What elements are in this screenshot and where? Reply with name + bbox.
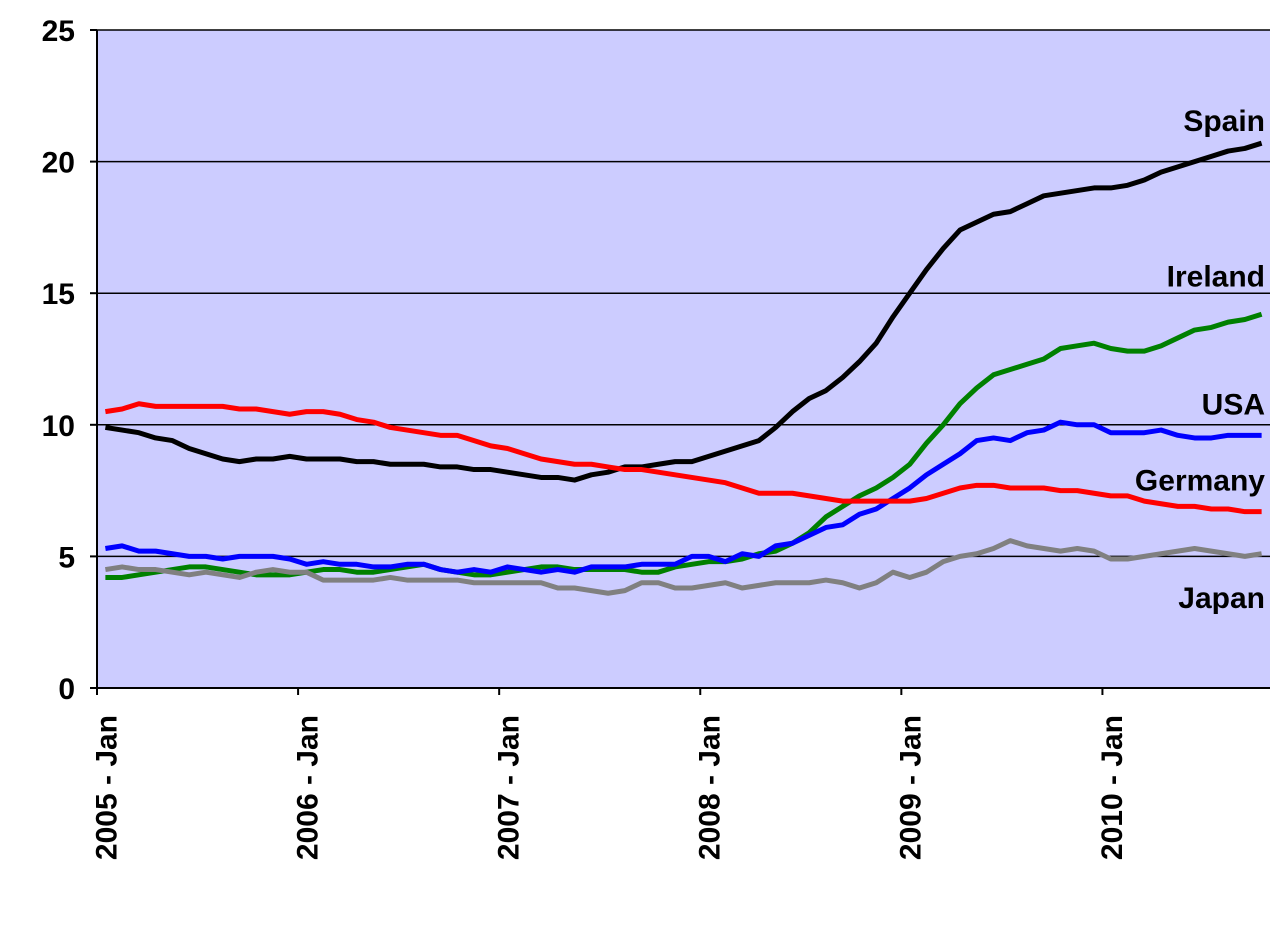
series-label: Japan [1178, 582, 1265, 615]
y-tick-label: 5 [58, 541, 75, 574]
x-tick-label: 2005 - Jan [90, 715, 123, 860]
series-label: Spain [1183, 105, 1265, 138]
series-line [104, 538, 1263, 596]
plot-area [97, 30, 1270, 688]
series-line [104, 140, 1263, 483]
x-tick-label: 2007 - Jan [493, 715, 526, 860]
series-line [104, 419, 1262, 575]
y-tick-label: 15 [42, 278, 75, 311]
x-tick-label: 2009 - Jan [895, 715, 928, 860]
series-label: USA [1202, 388, 1265, 421]
series-label: Ireland [1167, 260, 1265, 293]
y-tick-label: 20 [42, 147, 75, 180]
y-tick-label: 25 [42, 15, 75, 48]
series-line [104, 401, 1262, 515]
x-tick-label: 2008 - Jan [694, 715, 727, 860]
x-tick-label: 2010 - Jan [1096, 715, 1129, 860]
y-tick-label: 10 [42, 410, 75, 443]
series-label: Germany [1135, 465, 1265, 498]
x-tick-label: 2006 - Jan [291, 715, 324, 860]
y-tick-label: 0 [58, 673, 75, 706]
